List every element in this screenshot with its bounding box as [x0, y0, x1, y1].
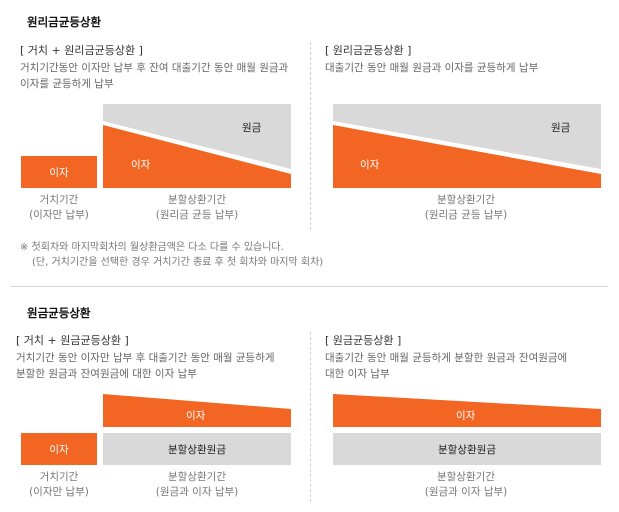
section-divider: [10, 286, 608, 287]
section1-right-desc: 대출기간 동안 매월 원금과 이자를 균등하게 납부: [325, 60, 610, 76]
s2-left-caption-grace: 거치기간 (이자만 납부): [14, 470, 104, 500]
s2-grace-interest-label: 이자: [49, 442, 68, 457]
s1-left-interest-label: 이자: [131, 157, 150, 172]
section2-left-desc: 거치기간 동안 이자만 납부 후 대출기간 동안 매월 균등하게 분할한 원금과…: [16, 350, 311, 382]
s2-column-divider: [310, 332, 311, 502]
s2-left-caption-grace-line2: (이자만 납부): [14, 485, 104, 500]
section2-right-desc-line1: 대출기간 동안 매월 균등하게 분할한 원금과 잔여원금에: [325, 350, 610, 366]
s1-right-principal-label: 원금: [551, 120, 570, 135]
s1-left-caption-repay-line2: (원리금 균등 납부): [127, 208, 267, 223]
s2-grace-interest-box: 이자: [21, 433, 97, 465]
s2-right-principal-box: 분할상환원금: [333, 433, 601, 465]
s2-right-caption-repay-line1: 분할상환기간: [396, 470, 536, 485]
s1-right-interest-label: 이자: [360, 157, 379, 172]
s1-grace-interest-label: 이자: [49, 165, 68, 180]
section2-right-desc-line2: 대한 이자 납부: [325, 366, 610, 382]
s2-left-principal-label: 분할상환원금: [168, 442, 226, 457]
s2-right-interest-label: 이자: [456, 408, 475, 423]
s1-right-equal-payment-graph: [333, 104, 601, 188]
s2-right-caption-repay: 분할상환기간 (원금과 이자 납부): [396, 470, 536, 500]
section1-right-heading: [ 원리금균등상환 ]: [325, 42, 411, 58]
s2-right-caption-repay-line2: (원금과 이자 납부): [396, 485, 536, 500]
s1-left-caption-grace-line2: (이자만 납부): [14, 208, 104, 223]
section2-title: 원금균등상환: [27, 305, 90, 321]
section1-left-desc: 거치기간동안 이자만 납부 후 잔여 대출기간 동안 매월 원금과 이자를 균등…: [20, 60, 310, 92]
s1-left-caption-grace: 거치기간 (이자만 납부): [14, 193, 104, 223]
section2-left-desc-line2: 분할한 원금과 잔여원금에 대한 이자 납부: [16, 366, 311, 382]
section1-title: 원리금균등상환: [27, 14, 101, 30]
s2-left-caption-repay: 분할상환기간 (원금과 이자 납부): [127, 470, 267, 500]
section1-right-desc-line1: 대출기간 동안 매월 원금과 이자를 균등하게 납부: [325, 60, 610, 76]
s2-left-principal-box: 분할상환원금: [103, 433, 291, 465]
s1-right-caption-repay: 분할상환기간 (원리금 균등 납부): [396, 193, 536, 223]
s1-left-caption-grace-line1: 거치기간: [14, 193, 104, 208]
section2-right-desc: 대출기간 동안 매월 균등하게 분할한 원금과 잔여원금에 대한 이자 납부: [325, 350, 610, 382]
s1-grace-interest-box: 이자: [21, 156, 97, 188]
s1-footnote: ※ 첫회차와 마지막회차의 월상환금액은 다소 다를 수 있습니다. (단, 거…: [20, 240, 610, 270]
section2-left-heading: [ 거치 + 원금균등상환 ]: [16, 332, 129, 348]
s1-right-caption-repay-line2: (원리금 균등 납부): [396, 208, 536, 223]
s2-left-interest-label: 이자: [186, 408, 205, 423]
s1-left-caption-repay-line1: 분할상환기간: [127, 193, 267, 208]
section1-left-desc-line2: 이자를 균등하게 납부: [20, 76, 310, 92]
s1-footnote-line2: (단, 거치기간을 선택한 경우 거치기간 종료 후 첫 회차와 마지막 회차): [20, 255, 610, 270]
s1-left-equal-payment-graph: [103, 104, 291, 188]
section2-right-heading: [ 원금균등상환 ]: [325, 332, 401, 348]
s1-column-divider: [310, 42, 311, 230]
s1-right-caption-repay-line1: 분할상환기간: [396, 193, 536, 208]
section2-left-desc-line1: 거치기간 동안 이자만 납부 후 대출기간 동안 매월 균등하게: [16, 350, 311, 366]
s1-left-caption-repay: 분할상환기간 (원리금 균등 납부): [127, 193, 267, 223]
s1-left-principal-label: 원금: [242, 120, 261, 135]
s2-left-caption-repay-line2: (원금과 이자 납부): [127, 485, 267, 500]
s2-right-principal-label: 분할상환원금: [438, 442, 496, 457]
s2-left-caption-repay-line1: 분할상환기간: [127, 470, 267, 485]
s2-left-caption-grace-line1: 거치기간: [14, 470, 104, 485]
section1-left-desc-line1: 거치기간동안 이자만 납부 후 잔여 대출기간 동안 매월 원금과: [20, 60, 310, 76]
s1-footnote-line1: ※ 첫회차와 마지막회차의 월상환금액은 다소 다를 수 있습니다.: [20, 240, 610, 255]
section1-left-heading: [ 거치 + 원리금균등상환 ]: [20, 42, 143, 58]
